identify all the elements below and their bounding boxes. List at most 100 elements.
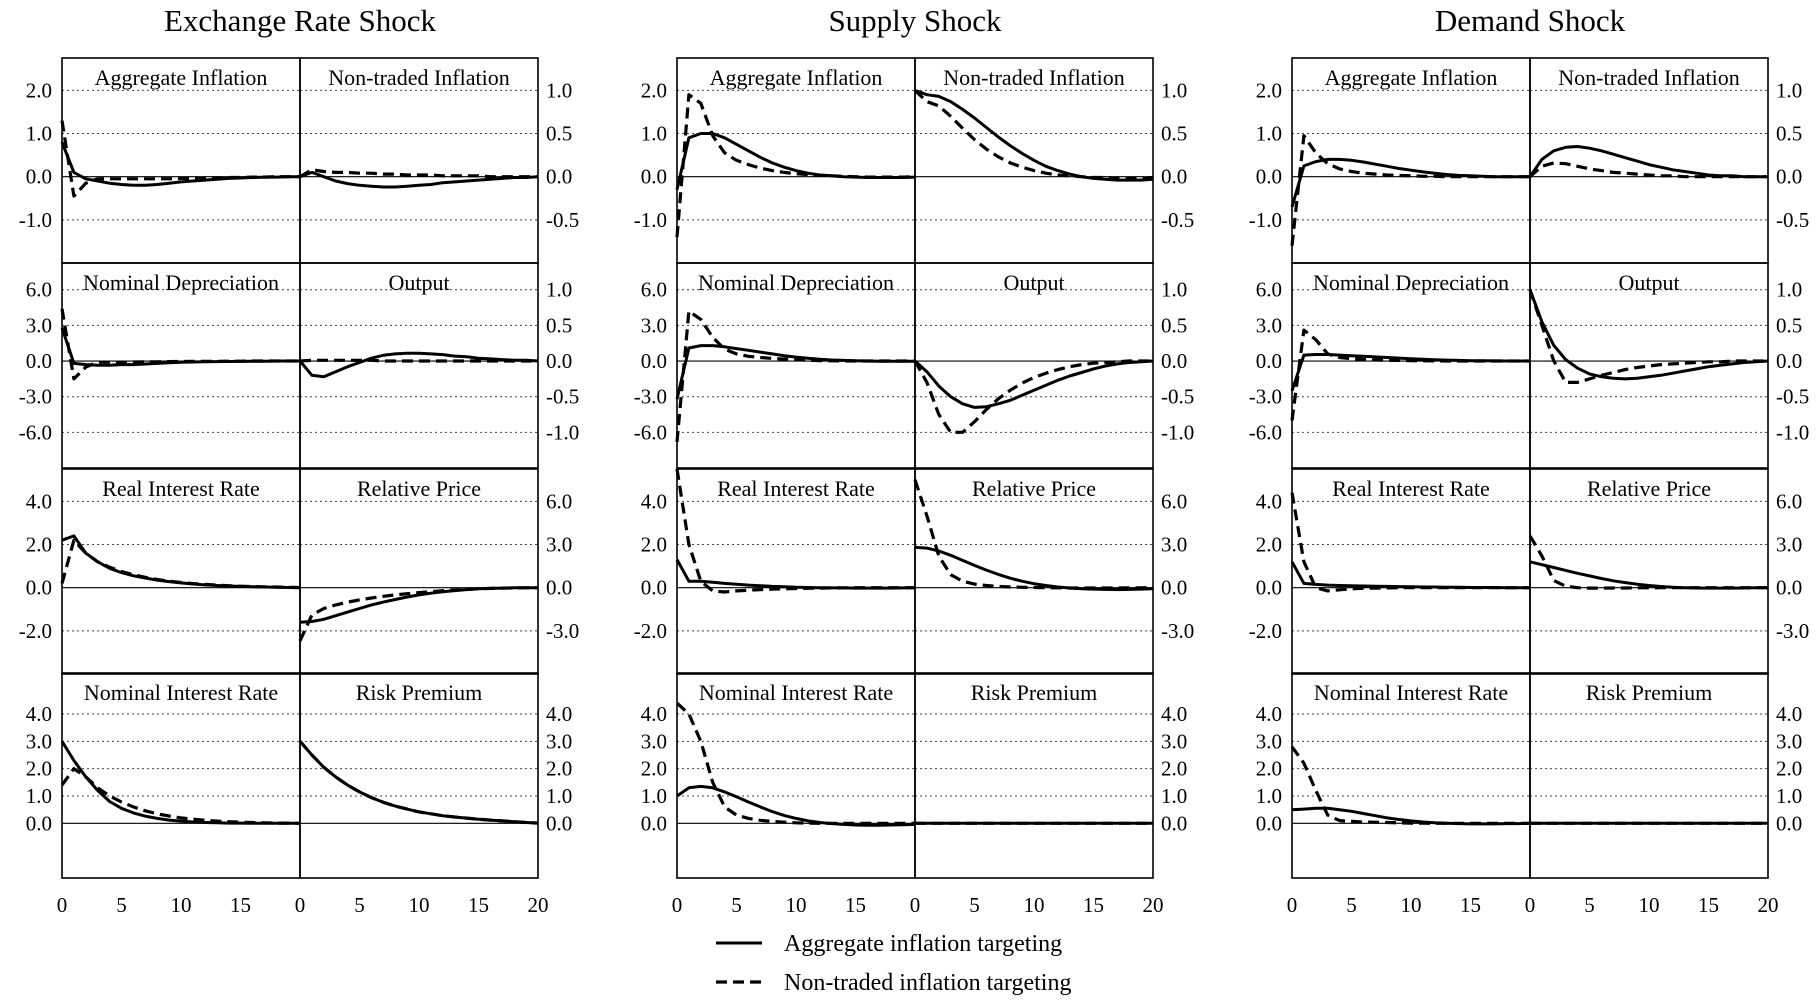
y-tick-label-0-6-4: 0.0 <box>26 811 52 835</box>
x-tick-label-1-right-3: 15 <box>1083 893 1104 917</box>
y-tick-label-2-1-1: 0.5 <box>1776 122 1802 146</box>
series-line-1-6-0 <box>676 784 916 827</box>
y-tick-label-1-4-2: 0.0 <box>641 576 667 600</box>
y-tick-label-0-7-0: 4.0 <box>546 702 572 726</box>
y-tick-label-2-3-1: 0.5 <box>1776 313 1802 337</box>
panel-title-2-1: Non-traded Inflation <box>1558 65 1739 90</box>
y-tick-label-1-3-0: 1.0 <box>1161 278 1187 302</box>
y-tick-label-1-1-2: 0.0 <box>1161 165 1187 189</box>
y-tick-label-1-2-0: 6.0 <box>641 278 667 302</box>
y-tick-label-1-2-3: -3.0 <box>634 385 667 409</box>
panel-2-7: Risk Premium 4.0 3.0 2.0 1.0 0.0 <box>1529 672 1802 879</box>
x-tick-label-1-left-1: 5 <box>731 893 742 917</box>
panel-frame-1-3 <box>914 262 1154 469</box>
y-tick-label-2-5-3: -3.0 <box>1776 619 1809 643</box>
series-line-0-2-1 <box>60 308 300 381</box>
y-tick-label-0-4-1: 2.0 <box>26 533 52 557</box>
panel-2-4: Real Interest Rate 4.0 2.0 0.0 -2.0 <box>1249 468 1531 675</box>
x-tick-label-1-left-3: 15 <box>845 893 866 917</box>
x-tick-label-2-left-1: 5 <box>1346 893 1357 917</box>
panel-title-1-1: Non-traded Inflation <box>943 65 1124 90</box>
y-tick-label-0-0-0: 2.0 <box>26 78 52 102</box>
y-tick-label-1-0-0: 2.0 <box>641 78 667 102</box>
y-tick-label-0-5-1: 3.0 <box>546 533 572 557</box>
panel-0-4: Real Interest Rate 4.0 2.0 0.0 -2.0 <box>19 468 301 675</box>
panel-1-1: Non-traded Inflation 1.0 0.5 0.0 -0.5 <box>913 57 1194 264</box>
x-tick-label-2-right-3: 15 <box>1698 893 1719 917</box>
y-tick-label-2-6-4: 0.0 <box>1256 811 1282 835</box>
panel-frame-2-3 <box>1529 262 1769 469</box>
y-tick-label-1-1-3: -0.5 <box>1161 208 1194 232</box>
series-line-1-4-0 <box>675 558 915 590</box>
series-line-0-5-1 <box>298 586 539 642</box>
panel-title-2-6: Nominal Interest Rate <box>1314 680 1508 705</box>
series-line-2-3-0 <box>1528 289 1769 381</box>
x-tick-label-1-right-4: 20 <box>1143 893 1164 917</box>
series-line-2-6-1 <box>1290 745 1530 825</box>
y-tick-label-0-4-3: -2.0 <box>19 619 52 643</box>
panel-title-0-4: Real Interest Rate <box>102 476 260 501</box>
y-tick-label-1-4-3: -2.0 <box>634 619 667 643</box>
y-tick-label-2-6-3: 1.0 <box>1256 784 1282 808</box>
series-line-2-5-0 <box>1529 560 1769 590</box>
y-tick-label-0-6-1: 3.0 <box>26 729 52 753</box>
x-tick-label-0-left-0: 0 <box>57 893 68 917</box>
series-line-1-5-0 <box>914 545 1154 592</box>
y-tick-label-0-3-1: 0.5 <box>546 313 572 337</box>
x-tick-label-0-left-3: 15 <box>230 893 251 917</box>
panel-title-2-3: Output <box>1618 270 1679 295</box>
y-tick-label-2-3-3: -0.5 <box>1776 385 1809 409</box>
series-line-2-4-1 <box>1290 492 1530 593</box>
y-tick-label-2-5-1: 3.0 <box>1776 533 1802 557</box>
panel-title-2-5: Relative Price <box>1587 476 1711 501</box>
y-tick-label-2-5-0: 6.0 <box>1776 489 1802 513</box>
y-tick-label-1-4-0: 4.0 <box>641 489 667 513</box>
series-line-1-0-0 <box>675 132 916 190</box>
y-tick-label-0-1-2: 0.0 <box>546 165 572 189</box>
y-tick-label-2-6-0: 4.0 <box>1256 702 1282 726</box>
y-tick-label-0-6-0: 4.0 <box>26 702 52 726</box>
series-line-0-7-1 <box>298 740 539 825</box>
panel-title-1-7: Risk Premium <box>971 680 1098 705</box>
series-line-0-1-0 <box>299 170 539 189</box>
x-tick-label-0-left-1: 5 <box>116 893 127 917</box>
panel-frame-0-5 <box>299 468 539 675</box>
y-tick-label-2-7-3: 1.0 <box>1776 784 1802 808</box>
y-tick-label-2-4-1: 2.0 <box>1256 533 1282 557</box>
panel-title-2-0: Aggregate Inflation <box>1325 65 1498 90</box>
series-line-1-3-0 <box>913 359 1154 409</box>
y-tick-label-1-7-0: 4.0 <box>1161 702 1187 726</box>
series-line-1-1-0 <box>914 88 1154 182</box>
y-tick-label-2-2-0: 6.0 <box>1256 278 1282 302</box>
panel-title-2-7: Risk Premium <box>1586 680 1713 705</box>
x-tick-label-1-right-0: 0 <box>910 893 921 917</box>
y-tick-label-2-0-2: 0.0 <box>1256 165 1282 189</box>
y-tick-label-1-0-3: -1.0 <box>634 208 667 232</box>
series-line-2-2-1 <box>1290 328 1530 421</box>
y-tick-label-2-7-0: 4.0 <box>1776 702 1802 726</box>
series-line-1-0-1 <box>675 93 916 238</box>
series-line-1-6-1 <box>675 701 915 825</box>
series-line-0-0-1 <box>60 120 300 198</box>
y-tick-label-2-1-3: -0.5 <box>1776 208 1809 232</box>
y-tick-label-1-7-1: 3.0 <box>1161 729 1187 753</box>
series-line-1-2-0 <box>675 344 916 400</box>
y-tick-label-0-3-4: -1.0 <box>546 420 579 444</box>
x-tick-label-0-right-1: 5 <box>354 893 365 917</box>
y-tick-label-1-3-4: -1.0 <box>1161 420 1194 444</box>
y-tick-label-2-3-0: 1.0 <box>1776 278 1802 302</box>
y-tick-label-0-2-4: -6.0 <box>19 420 52 444</box>
y-tick-label-1-1-1: 0.5 <box>1161 122 1187 146</box>
y-tick-label-0-0-1: 1.0 <box>26 122 52 146</box>
series-line-2-4-0 <box>1290 561 1530 590</box>
panel-title-2-2: Nominal Depreciation <box>1313 270 1509 295</box>
series-line-2-1-0 <box>1528 145 1768 179</box>
y-tick-label-2-4-2: 0.0 <box>1256 576 1282 600</box>
panel-title-0-2: Nominal Depreciation <box>83 270 279 295</box>
y-tick-label-2-2-3: -3.0 <box>1249 385 1282 409</box>
y-tick-label-0-0-3: -1.0 <box>19 208 52 232</box>
x-tick-label-1-right-2: 10 <box>1024 893 1045 917</box>
series-line-1-2-1 <box>675 309 915 443</box>
series-line-1-5-1 <box>913 479 1154 590</box>
